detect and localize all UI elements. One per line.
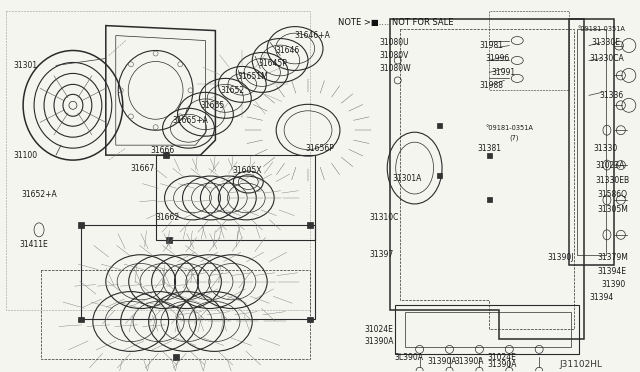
- Text: °09181-0351A: °09181-0351A: [485, 125, 533, 131]
- Text: 31301: 31301: [13, 61, 37, 70]
- Bar: [307, 317, 313, 323]
- Text: 31390A: 31390A: [454, 357, 484, 366]
- Bar: [437, 173, 442, 177]
- Text: 31646: 31646: [275, 46, 300, 55]
- Text: 31390A: 31390A: [365, 337, 394, 346]
- Text: 31330: 31330: [593, 144, 617, 153]
- Text: 31394E: 31394E: [597, 267, 626, 276]
- Text: 31024E: 31024E: [365, 325, 394, 334]
- Text: 31080V: 31080V: [380, 51, 409, 60]
- Text: 31390A: 31390A: [488, 360, 517, 369]
- Text: (7): (7): [509, 135, 519, 141]
- Text: 31381: 31381: [477, 144, 501, 153]
- Text: 31605X: 31605X: [232, 166, 262, 174]
- Text: 31666: 31666: [150, 145, 175, 155]
- Bar: [78, 317, 84, 323]
- Text: 31330CA: 31330CA: [589, 54, 624, 63]
- Text: 31991: 31991: [492, 68, 515, 77]
- Bar: [437, 123, 442, 128]
- Text: 31988: 31988: [479, 81, 504, 90]
- Text: 31411E: 31411E: [19, 240, 48, 249]
- Text: 31586Q: 31586Q: [597, 190, 627, 199]
- Bar: [166, 237, 172, 243]
- Text: 31645P: 31645P: [258, 59, 287, 68]
- Text: 31023A: 31023A: [595, 161, 625, 170]
- Text: 31397: 31397: [370, 250, 394, 259]
- Text: 31080W: 31080W: [380, 64, 412, 73]
- Bar: [307, 222, 313, 228]
- Text: 31390: 31390: [601, 280, 625, 289]
- Text: 31080U: 31080U: [380, 38, 410, 47]
- Text: 31390A: 31390A: [428, 357, 457, 366]
- Text: 31981: 31981: [479, 41, 504, 50]
- Text: 31336: 31336: [599, 91, 623, 100]
- Text: 31100: 31100: [13, 151, 37, 160]
- Bar: [487, 198, 492, 202]
- Text: 31656P: 31656P: [305, 144, 334, 153]
- Text: 31652: 31652: [220, 86, 244, 95]
- Text: 31305M: 31305M: [597, 205, 628, 214]
- Text: 31024E: 31024E: [488, 353, 516, 362]
- Text: 31996: 31996: [485, 54, 509, 63]
- Text: °09181-0351A: °09181-0351A: [577, 26, 625, 32]
- Text: NOTE >■.... NOT FOR SALE: NOTE >■.... NOT FOR SALE: [338, 18, 453, 27]
- Text: 31330E: 31330E: [591, 38, 620, 47]
- Bar: [163, 152, 168, 158]
- Text: 31667: 31667: [131, 164, 155, 173]
- Text: 31651M: 31651M: [237, 72, 268, 81]
- Text: 31310C: 31310C: [370, 214, 399, 222]
- Text: 31652+A: 31652+A: [21, 190, 57, 199]
- Text: 31301A: 31301A: [393, 173, 422, 183]
- Text: 3L390A: 3L390A: [395, 353, 424, 362]
- Text: 31665+A: 31665+A: [173, 116, 209, 125]
- Text: J31102HL: J31102HL: [559, 360, 602, 369]
- Bar: [487, 153, 492, 158]
- Text: 31394: 31394: [589, 293, 613, 302]
- Text: 31390J: 31390J: [547, 253, 573, 262]
- Text: 31646+A: 31646+A: [294, 31, 330, 40]
- Text: 31665: 31665: [200, 101, 225, 110]
- Text: 31662: 31662: [156, 214, 180, 222]
- Bar: [173, 355, 179, 360]
- Text: 31379M: 31379M: [597, 253, 628, 262]
- Bar: [78, 222, 84, 228]
- Text: 31330EB: 31330EB: [595, 176, 629, 185]
